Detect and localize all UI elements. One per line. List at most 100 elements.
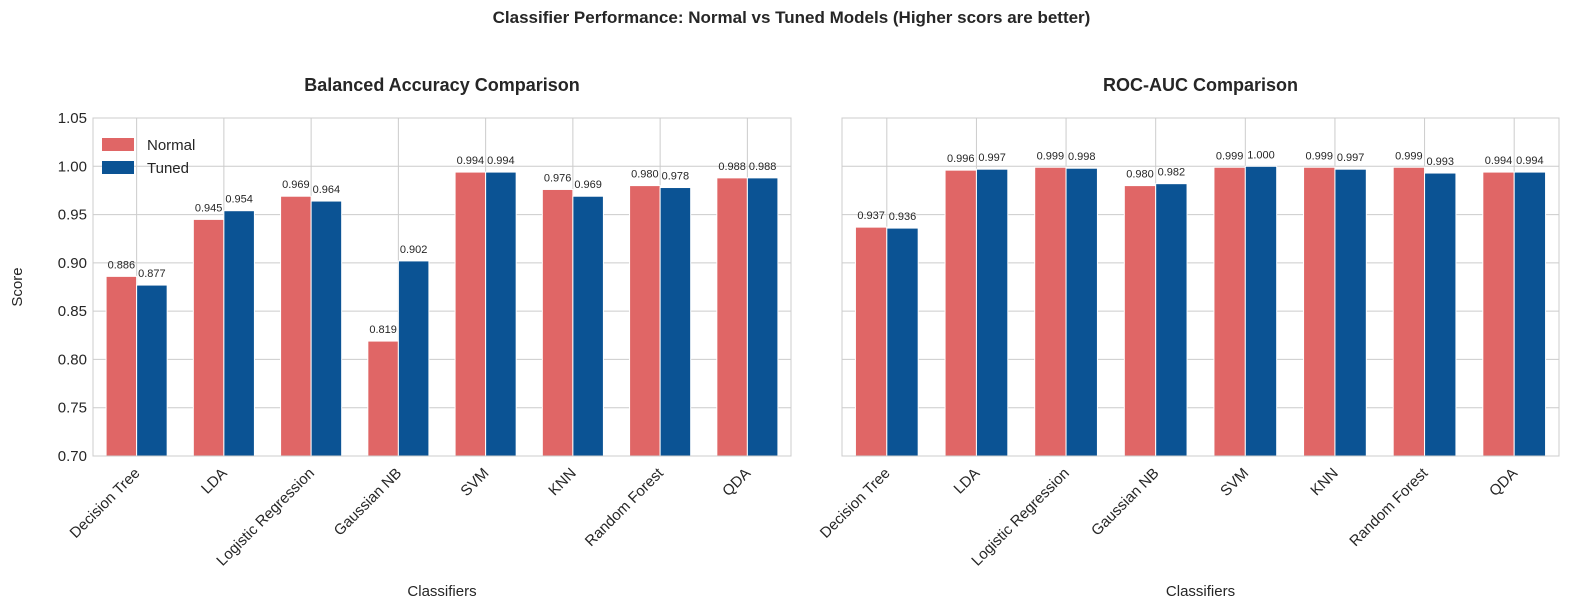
bar-value-label: 0.886 xyxy=(108,259,136,271)
bar-value-label: 0.998 xyxy=(1068,151,1096,163)
legend-swatch-tuned xyxy=(102,161,134,174)
bar-value-label: 0.994 xyxy=(457,155,485,167)
bar-value-label: 0.976 xyxy=(544,172,572,184)
x-tick-label: SVM xyxy=(457,465,492,500)
bar-tuned xyxy=(397,260,430,457)
bar-value-label: 0.999 xyxy=(1216,150,1244,162)
bar-tuned xyxy=(1065,167,1098,457)
bar-value-label: 0.902 xyxy=(400,244,428,256)
bar-value-label: 0.999 xyxy=(1037,150,1065,162)
x-tick-label: SVM xyxy=(1217,465,1252,500)
x-tick-label: LDA xyxy=(951,465,984,498)
bar-value-label: 0.980 xyxy=(1126,169,1154,181)
x-tick-label: Random Forest xyxy=(1346,464,1432,550)
x-tick-label: Logistic Regression xyxy=(968,465,1073,570)
bar-normal xyxy=(944,169,977,457)
bar-value-label: 0.988 xyxy=(718,161,746,173)
bar-value-label: 0.996 xyxy=(947,153,975,165)
bar-value-label: 0.954 xyxy=(225,194,253,206)
x-tick-label: QDA xyxy=(719,465,754,500)
bar-normal xyxy=(1123,185,1157,457)
bar-tuned xyxy=(886,227,919,457)
chart-panel-1: 0.70 0.75 0.80 0.85 0.90 0.95 1.00 1.05 Decision… xyxy=(9,75,792,600)
bar-value-label: 0.937 xyxy=(857,210,885,222)
y-tick-label: 0.80 xyxy=(58,351,87,368)
bar-value-label: 0.997 xyxy=(1337,152,1365,164)
x-tick-label: Gaussian NB xyxy=(331,465,406,540)
x-tick-label: Decision Tree xyxy=(67,465,144,542)
bar-value-label: 0.819 xyxy=(369,324,397,336)
chart-title: ROC-AUC Comparison xyxy=(1103,75,1298,95)
bar-tuned xyxy=(1244,165,1278,457)
bar-normal xyxy=(280,195,312,457)
bar-tuned xyxy=(975,168,1009,457)
x-tick-label: KNN xyxy=(545,465,579,499)
y-tick-label: 0.85 xyxy=(58,303,87,320)
bar-value-label: 0.969 xyxy=(574,179,602,191)
bar-normal xyxy=(854,226,888,457)
bar-value-label: 0.993 xyxy=(1426,156,1454,168)
bar-value-label: 0.936 xyxy=(889,211,917,223)
bar-tuned xyxy=(572,195,604,457)
bar-value-label: 0.969 xyxy=(282,179,310,191)
bar-value-label: 0.980 xyxy=(631,169,659,181)
bar-normal xyxy=(1034,166,1067,457)
bar-value-label: 0.877 xyxy=(138,268,166,280)
bar-tuned xyxy=(1424,172,1457,457)
legend-label: Tuned xyxy=(147,160,189,177)
bar-normal xyxy=(629,185,661,457)
x-axis-label: Classifiers xyxy=(407,583,476,600)
y-tick-label: 0.70 xyxy=(58,448,87,465)
plot-frame xyxy=(841,117,1560,457)
bar-normal xyxy=(1482,171,1515,457)
bar-tuned xyxy=(659,187,692,457)
x-tick-label: QDA xyxy=(1486,465,1521,500)
legend-swatch-normal xyxy=(102,138,134,151)
bar-normal xyxy=(454,171,487,457)
y-tick-label: 1.05 xyxy=(58,110,87,127)
bar-value-label: 0.999 xyxy=(1305,150,1333,162)
bar-normal xyxy=(192,218,225,457)
bar-normal xyxy=(541,188,574,457)
bar-normal xyxy=(716,177,748,457)
bar-normal xyxy=(1392,166,1426,457)
bar-tuned xyxy=(1513,171,1547,457)
bar-value-label: 0.988 xyxy=(749,161,777,173)
bar-tuned xyxy=(746,177,779,457)
bar-normal xyxy=(1303,166,1336,457)
bar-normal xyxy=(367,340,399,457)
y-tick-label: 0.90 xyxy=(58,255,87,272)
bar-tuned xyxy=(310,200,343,457)
figure-suptitle: Classifier Performance: Normal vs Tuned … xyxy=(492,8,1091,27)
y-tick-label: 0.75 xyxy=(58,400,87,417)
bar-value-label: 0.994 xyxy=(1485,155,1513,167)
x-tick-label: KNN xyxy=(1307,465,1341,499)
bar-tuned xyxy=(136,284,168,457)
bar-value-label: 0.945 xyxy=(195,202,223,214)
bar-value-label: 1.000 xyxy=(1247,149,1275,161)
legend-label: Normal xyxy=(147,137,195,154)
x-tick-label: LDA xyxy=(198,465,231,498)
bar-tuned xyxy=(223,210,255,457)
bar-tuned xyxy=(1334,168,1367,457)
bar-value-label: 0.982 xyxy=(1158,167,1186,179)
y-tick-label: 0.95 xyxy=(58,207,87,224)
x-tick-label: Gaussian NB xyxy=(1088,465,1163,540)
legend: Normal Tuned xyxy=(102,137,195,177)
bar-normal xyxy=(1213,166,1246,457)
bar-value-label: 0.994 xyxy=(487,155,515,167)
bar-value-label: 0.994 xyxy=(1516,155,1544,167)
y-axis-label: Score xyxy=(9,267,26,306)
plot-frame xyxy=(92,117,792,457)
bar-value-label: 0.978 xyxy=(662,171,690,183)
y-tick-label: 1.00 xyxy=(58,158,87,175)
bar-value-label: 0.997 xyxy=(978,152,1006,164)
bar-tuned xyxy=(1155,183,1188,457)
x-tick-label: Random Forest xyxy=(582,464,668,550)
bar-tuned xyxy=(485,171,517,457)
x-axis-label: Classifiers xyxy=(1166,583,1235,600)
chart-title: Balanced Accuracy Comparison xyxy=(304,75,579,95)
